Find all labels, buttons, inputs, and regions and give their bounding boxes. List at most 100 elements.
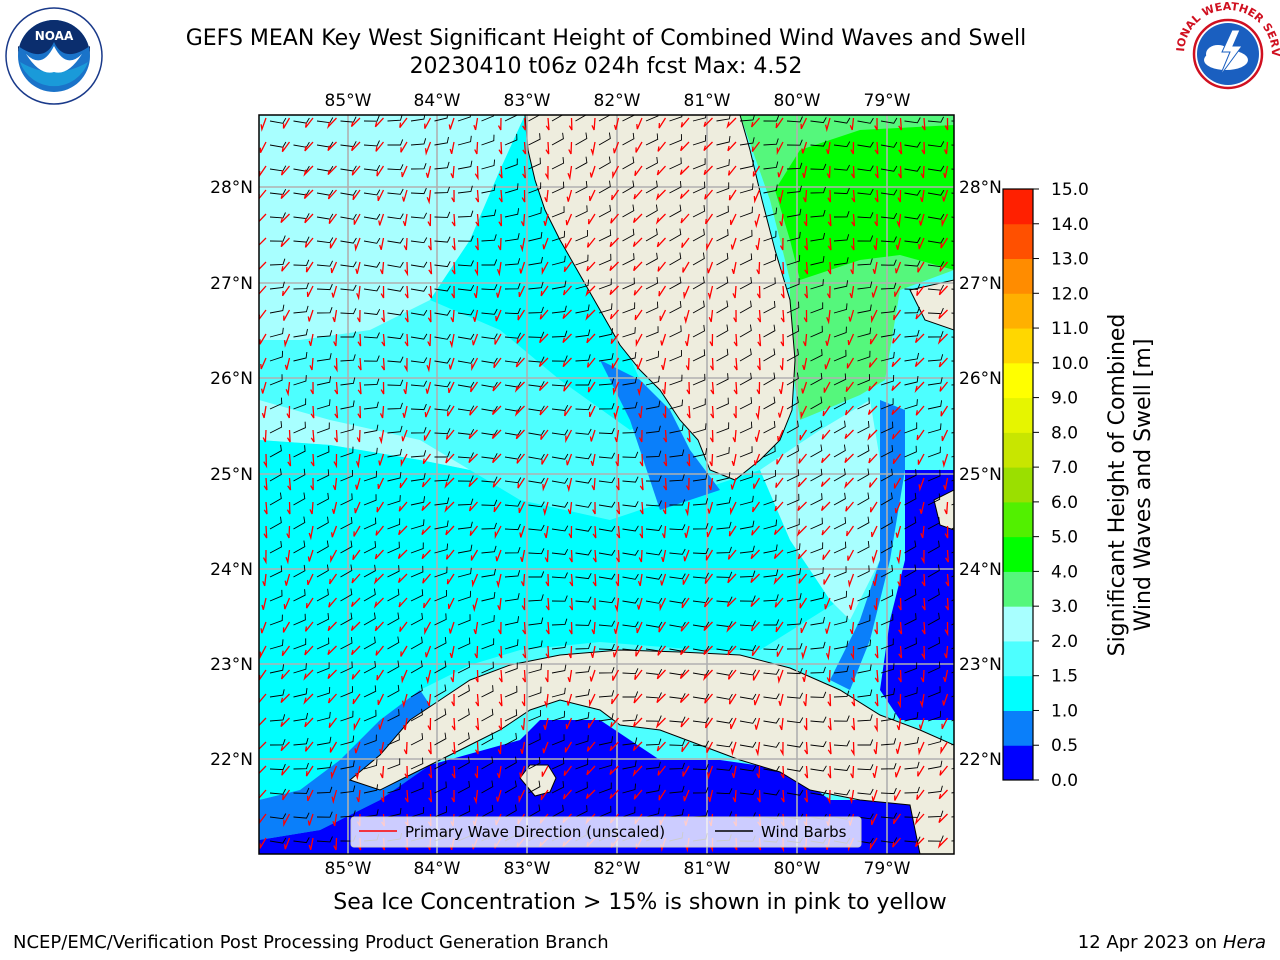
wave-direction-arrow — [468, 501, 478, 512]
wave-direction-arrow — [327, 693, 337, 704]
wave-direction-arrow — [779, 237, 784, 251]
wind-barb — [810, 691, 827, 698]
wave-direction-arrow — [632, 213, 643, 224]
wave-direction-arrow — [427, 717, 432, 731]
wave-direction-arrow — [756, 357, 761, 371]
wave-direction-arrow — [679, 669, 690, 679]
wind-barb — [739, 788, 757, 795]
wave-direction-arrow — [703, 141, 713, 151]
wave-direction-arrow — [545, 141, 550, 155]
wave-direction-arrow — [351, 573, 361, 584]
wave-direction-arrow — [802, 333, 808, 347]
wave-direction-arrow — [940, 741, 949, 755]
wave-direction-arrow — [733, 381, 738, 395]
wave-direction-arrow — [426, 357, 432, 373]
wind-barb — [410, 589, 424, 602]
wave-direction-arrow — [498, 213, 503, 227]
chart-title: GEFS MEAN Key West Significant Height of… — [185, 26, 1027, 51]
wind-barb — [669, 449, 685, 458]
wind-barb — [810, 591, 825, 602]
wave-direction-arrow — [497, 597, 502, 611]
colorbar-segment — [1003, 258, 1033, 294]
wind-barb — [387, 285, 404, 292]
wave-direction-arrow — [545, 117, 550, 131]
wave-direction-arrow — [281, 645, 291, 657]
wave-direction-arrow — [756, 261, 761, 275]
wind-barb — [457, 357, 475, 364]
wind-barb — [293, 564, 306, 578]
wave-direction-arrow — [850, 669, 855, 683]
wave-direction-arrow — [940, 237, 949, 249]
wave-direction-arrow — [755, 405, 761, 421]
wave-direction-arrow — [568, 645, 573, 659]
wind-barb — [598, 690, 615, 698]
wave-direction-arrow — [379, 429, 385, 445]
wave-direction-arrow — [543, 717, 549, 730]
wave-direction-arrow — [376, 501, 385, 513]
wind-barb — [669, 739, 686, 746]
wind-barb — [763, 207, 778, 218]
wind-barb — [833, 665, 849, 674]
wave-direction-arrow — [428, 261, 433, 275]
wind-barb — [481, 429, 498, 436]
wind-barb — [692, 498, 709, 506]
colorbar-tick-label: 9.0 — [1051, 389, 1078, 409]
wind-barb — [669, 548, 686, 555]
wave-direction-arrow — [284, 357, 291, 370]
wave-direction-arrow — [943, 645, 949, 659]
wave-direction-arrow — [683, 285, 690, 300]
wave-direction-arrow — [423, 429, 432, 441]
wave-direction-arrow — [282, 621, 291, 633]
wind-barb — [575, 501, 592, 508]
wind-barb — [763, 619, 780, 626]
wave-direction-arrow — [286, 405, 291, 419]
wind-barb — [810, 517, 823, 530]
wave-direction-arrow — [942, 669, 949, 682]
wind-barb — [669, 204, 682, 218]
wave-direction-arrow — [755, 741, 761, 757]
colorbar-segment — [1003, 189, 1033, 225]
wave-direction-arrow — [280, 237, 290, 248]
wind-barb — [833, 349, 847, 362]
wind-barb — [927, 400, 943, 410]
wind-barb — [716, 788, 733, 795]
wind-barb — [645, 524, 663, 531]
wind-barb — [927, 307, 944, 315]
wave-direction-arrow — [449, 645, 455, 658]
wind-barb — [833, 492, 846, 506]
wave-direction-arrow — [450, 309, 455, 323]
wind-barb — [575, 132, 588, 146]
wave-direction-arrow — [566, 693, 573, 706]
wave-direction-arrow — [354, 501, 361, 514]
wind-barb — [363, 541, 377, 554]
wind-barb — [880, 445, 894, 458]
wind-barb — [316, 588, 329, 602]
wind-barb — [622, 302, 636, 314]
wind-barb — [434, 474, 450, 482]
wind-barb — [528, 133, 541, 146]
wind-barb — [786, 420, 799, 434]
wind-barb — [763, 544, 778, 554]
wind-barb — [880, 688, 896, 698]
wind-barb — [692, 717, 710, 724]
wind-barb — [857, 813, 874, 820]
wind-barb — [293, 398, 307, 410]
wind-barb — [269, 589, 283, 602]
wind-barb — [927, 189, 945, 196]
wind-barb — [786, 643, 803, 650]
wind-barb — [387, 356, 404, 363]
wave-direction-arrow — [804, 285, 808, 299]
wind-barb — [410, 519, 425, 530]
wind-barb — [786, 231, 801, 242]
wave-direction-arrow — [497, 117, 502, 131]
wind-barb — [363, 237, 381, 244]
wave-direction-arrow — [611, 693, 620, 705]
wind-barb — [786, 254, 801, 266]
wave-direction-arrow — [354, 237, 361, 252]
wave-direction-arrow — [827, 717, 832, 731]
wind-barb — [387, 139, 404, 146]
wind-barb — [340, 760, 355, 770]
colorbar-tick-label: 3.0 — [1051, 597, 1078, 617]
wind-barb — [857, 788, 874, 795]
wind-barb — [716, 276, 729, 290]
